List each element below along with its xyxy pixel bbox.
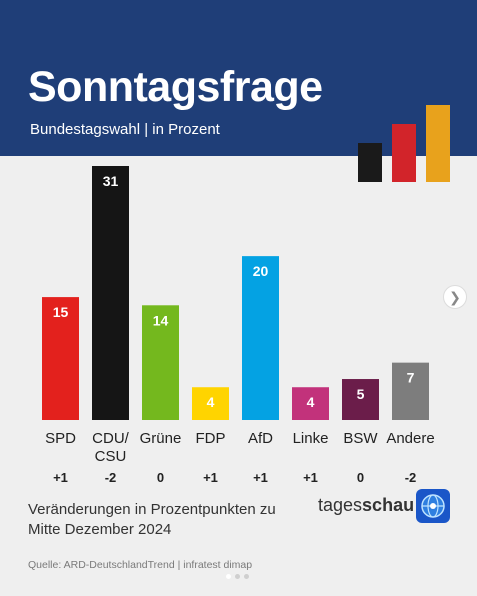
brand-part2: schau (362, 495, 415, 515)
bar-value-label: 4 (307, 394, 315, 410)
category-label: BSW (343, 430, 378, 447)
header-banner: Sonntagsfrage Bundestagswahl | in Prozen… (0, 0, 477, 156)
bar-value-label: 4 (207, 394, 215, 410)
change-label: +1 (253, 470, 268, 485)
bar-spd (42, 297, 79, 420)
deco-bar-red (392, 124, 416, 182)
tagesschau-globe-icon (416, 489, 450, 523)
carousel-dot[interactable] (235, 574, 240, 579)
bar-value-label: 7 (407, 370, 415, 386)
bar-bsw (342, 379, 379, 420)
chevron-right-icon: ❯ (449, 288, 461, 305)
bar-chart: 15 SPD +1 31 CDU/CSU -2 14 Grüne 0 4 FDP +1 20 AfD +1 4… (42, 166, 435, 485)
bar-fdp (192, 387, 229, 420)
category-label: FDP (196, 430, 226, 447)
next-slide-button[interactable]: ❯ (443, 285, 467, 309)
bar-value-label: 31 (103, 173, 119, 189)
carousel-indicator (226, 574, 249, 579)
carousel-dot[interactable] (226, 574, 231, 579)
change-note: Veränderungen in Prozentpunkten zu Mitte… (28, 501, 276, 538)
change-label: +1 (303, 470, 318, 485)
bar-value-label: 5 (357, 386, 365, 402)
flag-bars-decoration (358, 105, 450, 182)
source-text: Quelle: ARD-DeutschlandTrend | infratest… (28, 559, 253, 571)
page-title: Sonntagsfrage (28, 63, 323, 111)
bar-andere (392, 362, 429, 420)
bar-value-label: 20 (253, 263, 269, 279)
change-label: +1 (53, 470, 68, 485)
bar-cducsu (92, 166, 129, 420)
brand-part1: tages (318, 495, 363, 515)
bar-grne (142, 305, 179, 420)
category-label: SPD (45, 430, 76, 447)
category-label: Andere (386, 430, 434, 447)
change-label: -2 (105, 470, 117, 485)
brand-wordmark: tagesschau (318, 496, 414, 514)
page-subtitle: Bundestagswahl | in Prozent (30, 121, 220, 138)
category-label: CDU/CSU (92, 430, 129, 465)
category-label: Grüne (140, 430, 182, 447)
change-label: +1 (203, 470, 218, 485)
bar-afd (242, 256, 279, 420)
bar-linke (292, 387, 329, 420)
bar-value-label: 14 (153, 312, 169, 328)
category-label: AfD (248, 430, 273, 447)
carousel-dot[interactable] (244, 574, 249, 579)
change-label: 0 (357, 470, 364, 485)
change-label: 0 (157, 470, 164, 485)
deco-bar-gold (426, 105, 450, 182)
bar-value-label: 15 (53, 304, 69, 320)
change-label: -2 (405, 470, 417, 485)
deco-bar-black (358, 143, 382, 182)
category-label: Linke (293, 430, 329, 447)
